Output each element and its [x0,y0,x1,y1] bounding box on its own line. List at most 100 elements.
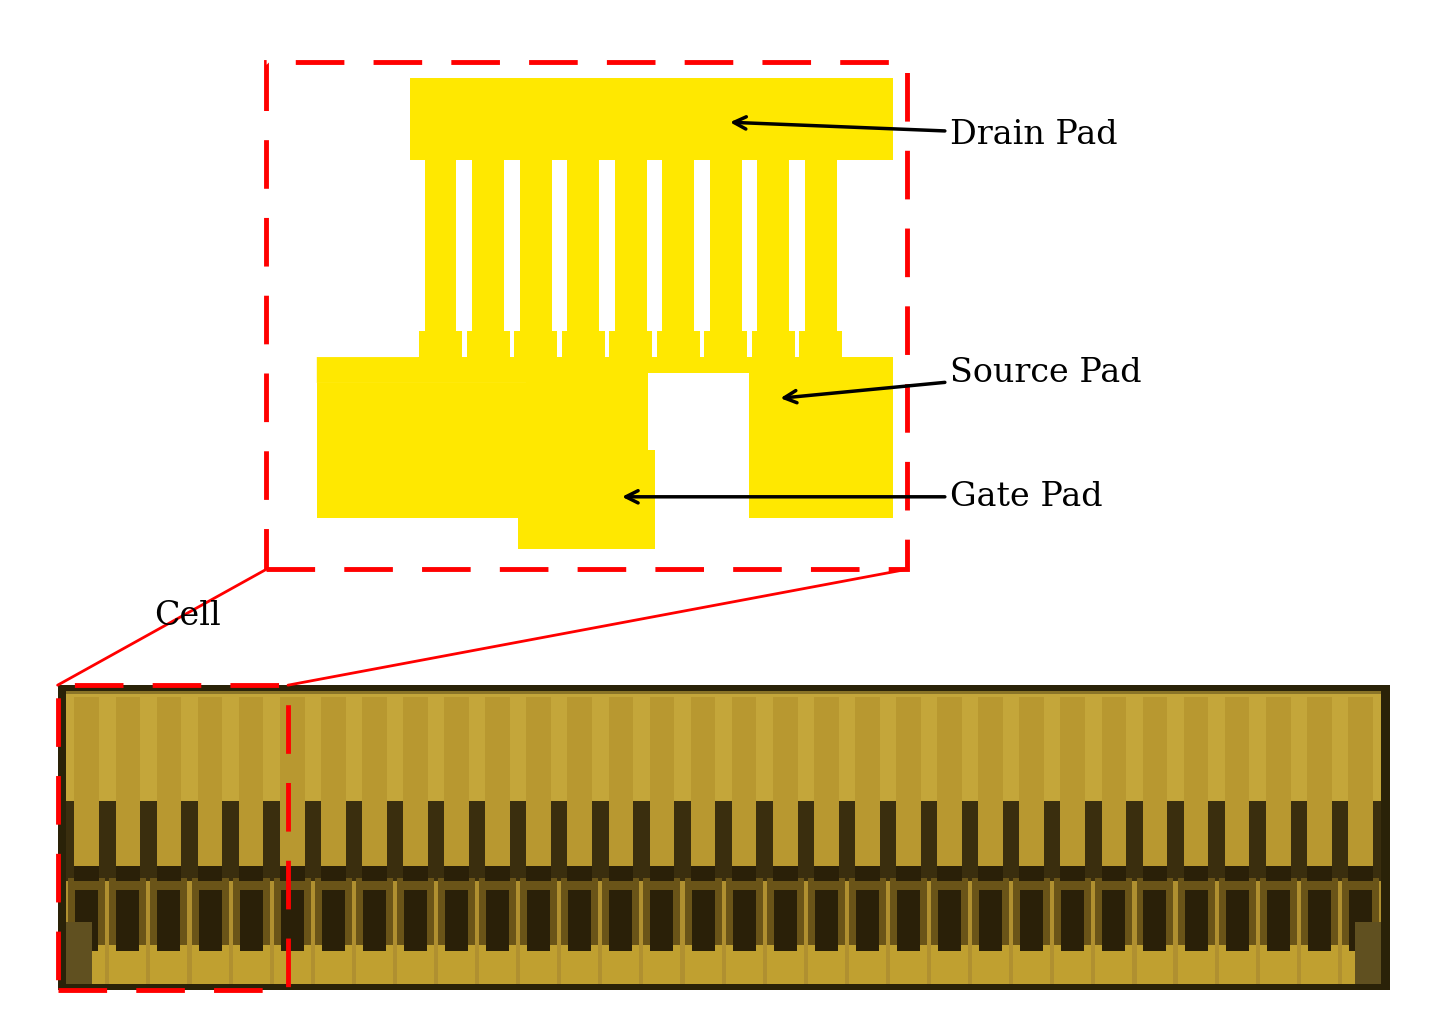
Bar [1266,698,1290,867]
Bar [681,331,691,357]
Bar [157,698,181,867]
Bar [527,866,552,881]
Bar [410,78,893,160]
Bar [733,890,756,951]
Bar [726,945,763,984]
Bar [1225,890,1248,951]
Bar [397,878,433,954]
Bar [850,878,886,954]
Bar [1218,878,1256,954]
Bar [1143,866,1168,881]
Bar [651,890,674,951]
Bar [1218,945,1256,984]
Bar [480,945,516,984]
Bar [444,698,469,867]
Bar [805,160,837,331]
Bar [317,383,540,518]
Bar [723,331,746,350]
Bar [75,890,98,951]
Bar [157,890,180,951]
Bar [66,691,1381,984]
Polygon shape [317,357,540,383]
Bar [890,878,927,954]
Bar [704,331,747,357]
Bar [1267,890,1290,951]
Bar [66,694,1381,807]
Bar [799,331,842,357]
Bar [1143,890,1166,951]
Bar [732,866,756,881]
Bar [972,945,1009,984]
Bar [197,698,222,867]
Bar [897,890,920,951]
Bar [634,331,644,357]
Bar [691,890,714,951]
Bar [533,331,556,350]
Bar [438,878,475,954]
Bar [649,866,674,881]
Bar [757,160,789,331]
Bar [233,945,269,984]
Bar [361,698,387,867]
Bar [472,160,504,331]
Bar [615,160,647,331]
Bar [808,878,845,954]
Bar [68,878,105,954]
Bar [691,698,716,867]
Bar [1103,890,1126,951]
Bar [520,945,557,984]
Bar [972,878,1009,954]
Bar [1185,890,1208,951]
Text: Cell: Cell [154,600,220,631]
Bar [1184,698,1208,867]
Bar [773,890,796,951]
Bar [526,357,648,373]
Bar [75,698,99,867]
Bar [425,160,456,331]
Bar [1178,945,1214,984]
Bar [315,945,351,984]
Bar [1225,866,1250,881]
Bar [526,373,648,450]
Bar [199,890,222,951]
Bar [1143,698,1168,867]
Bar [1136,878,1174,954]
Bar [150,878,187,954]
Bar [1300,945,1338,984]
Bar [75,866,99,881]
Bar [58,685,1390,990]
Bar [1096,878,1132,954]
Bar [157,866,181,881]
Bar [485,866,510,881]
Bar [1342,945,1380,984]
Bar [649,698,674,867]
Bar [814,698,838,867]
Bar [444,331,454,357]
Bar [192,945,229,984]
Bar [1266,866,1290,881]
Bar [109,945,147,984]
Bar [674,331,698,350]
Bar [691,866,716,881]
Bar [539,331,549,357]
Bar [815,890,838,951]
Bar [403,698,428,867]
Bar [321,698,346,867]
Bar [766,878,804,954]
Bar [1178,878,1214,954]
Bar [361,866,387,881]
Bar [937,698,962,867]
Bar [245,21,965,590]
Bar [766,945,804,984]
Bar [567,698,592,867]
Bar [115,698,140,867]
Bar [1102,866,1126,881]
Bar [850,945,886,984]
Text: Drain Pad: Drain Pad [734,117,1117,150]
Bar [932,945,968,984]
Bar [239,698,264,867]
Bar [1020,698,1044,867]
Bar [937,890,960,951]
Bar [266,62,907,569]
Bar [562,878,598,954]
